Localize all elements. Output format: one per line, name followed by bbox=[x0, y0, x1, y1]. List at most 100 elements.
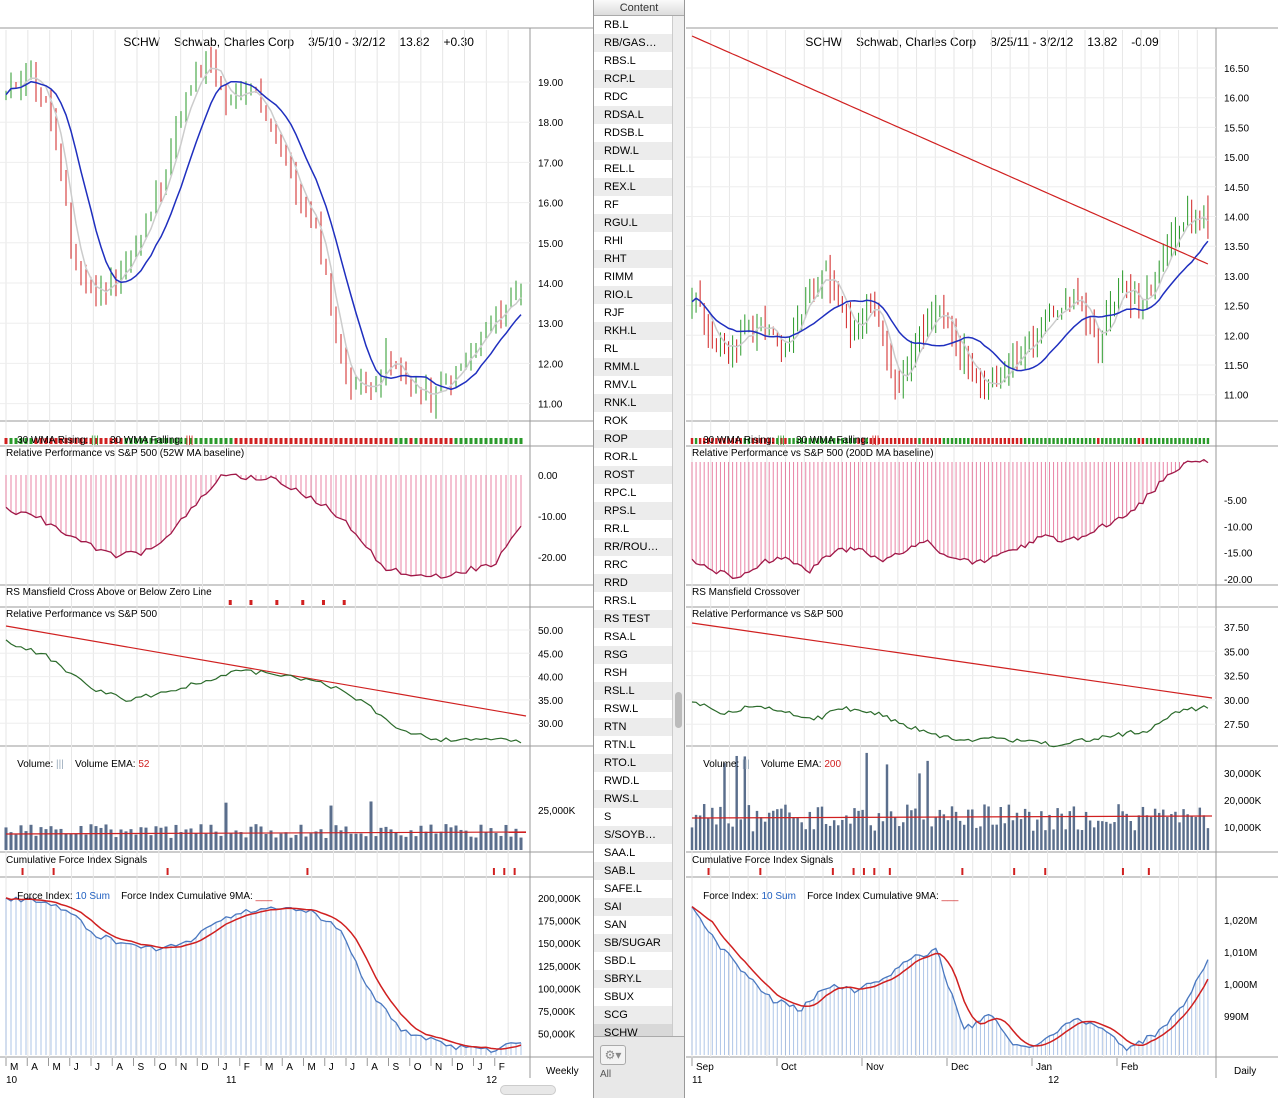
symbol-item[interactable]: RWD.L bbox=[594, 772, 672, 790]
volume-bar bbox=[339, 830, 343, 850]
symbol-item[interactable]: SAI bbox=[594, 898, 672, 916]
mansfield-signal bbox=[301, 600, 305, 605]
volume-bar bbox=[184, 829, 188, 850]
symbol-item[interactable]: RDSB.L bbox=[594, 124, 672, 142]
symbol-item[interactable]: RSA.L bbox=[594, 628, 672, 646]
right-chart-canvas[interactable]: 16.50 16.00 15.50 15.00 14.50 14.00 13.50 13.00… bbox=[686, 0, 1278, 1098]
symbol-item[interactable]: S bbox=[594, 808, 672, 826]
volume-bar bbox=[489, 828, 493, 850]
rel-perf-tick: 32.50 bbox=[1224, 672, 1249, 683]
symbol-item[interactable]: RS TEST bbox=[594, 610, 672, 628]
sidebar-scrollbar[interactable] bbox=[672, 16, 684, 1036]
mansfield-signal bbox=[228, 600, 232, 605]
symbol-item[interactable]: RHT bbox=[594, 250, 672, 268]
price-tick-label: 14.50 bbox=[1224, 183, 1249, 194]
symbol-item[interactable]: RIO.L bbox=[594, 286, 672, 304]
month-label: Jan bbox=[1036, 1062, 1052, 1073]
month-label: F bbox=[244, 1062, 250, 1073]
symbol-item[interactable]: SAN bbox=[594, 916, 672, 934]
symbol-item[interactable]: RF bbox=[594, 196, 672, 214]
timeframe-label[interactable]: Daily bbox=[1234, 1066, 1257, 1077]
symbol-item[interactable]: RHI bbox=[594, 232, 672, 250]
symbol-item[interactable]: SB/SUGAR bbox=[594, 934, 672, 952]
symbol-item[interactable]: RBS.L bbox=[594, 52, 672, 70]
symbol-item[interactable]: SBRY.L bbox=[594, 970, 672, 988]
symbol-item[interactable]: RTN.L bbox=[594, 736, 672, 754]
symbol-item[interactable]: RSW.L bbox=[594, 700, 672, 718]
symbol-item[interactable]: REL.L bbox=[594, 160, 672, 178]
symbol-item[interactable]: REX.L bbox=[594, 178, 672, 196]
symbol-item[interactable]: SAFE.L bbox=[594, 880, 672, 898]
year-label: 11 bbox=[692, 1075, 703, 1086]
symbol-item[interactable]: RDW.L bbox=[594, 142, 672, 160]
symbol-item[interactable]: RPC.L bbox=[594, 484, 672, 502]
volume-bar bbox=[735, 755, 738, 850]
symbol-item[interactable]: RSL.L bbox=[594, 682, 672, 700]
symbol-item[interactable]: RRC bbox=[594, 556, 672, 574]
volume-bar bbox=[204, 833, 208, 850]
symbol-item[interactable]: SCHW bbox=[594, 1024, 672, 1036]
symbol-item[interactable]: RRD bbox=[594, 574, 672, 592]
symbol-item[interactable]: RSG bbox=[594, 646, 672, 664]
cfi-label: Cumulative Force Index Signals bbox=[6, 855, 148, 866]
volume-bar bbox=[1182, 809, 1185, 850]
sidebar-header[interactable]: Content bbox=[594, 0, 684, 16]
symbol-item[interactable]: SAB.L bbox=[594, 862, 672, 880]
month-label: J bbox=[223, 1062, 228, 1073]
volume-bar bbox=[723, 763, 726, 850]
symbol-item[interactable]: RWS.L bbox=[594, 790, 672, 808]
symbol-item[interactable]: RR/ROU… bbox=[594, 538, 672, 556]
symbol-item[interactable]: RIMM bbox=[594, 268, 672, 286]
horizontal-scrollbar[interactable] bbox=[500, 1085, 556, 1095]
symbol-item[interactable]: SAA.L bbox=[594, 844, 672, 862]
symbol-item[interactable]: RDSA.L bbox=[594, 106, 672, 124]
symbol-list[interactable]: RB.L RB/GAS… RBS.L RCP.L RDC RDSA.L RDSB.L RDW.… bbox=[594, 16, 672, 1036]
symbol-item[interactable]: ROR.L bbox=[594, 448, 672, 466]
volume-bar bbox=[479, 824, 483, 850]
gear-icon[interactable]: ⚙▾ bbox=[600, 1045, 626, 1065]
symbol-item[interactable]: RJF bbox=[594, 304, 672, 322]
content-sidebar: Content RB.L RB/GAS… RBS.L RCP.L RDC RDSA.L RD… bbox=[593, 0, 685, 1098]
force-index-label: Force Index: 10 Sum Force Index Cumulati… bbox=[17, 891, 273, 902]
symbol-item[interactable]: SBD.L bbox=[594, 952, 672, 970]
left-chart[interactable]: SCHW Schwab, Charles Corp 3/5/10 - 3/2/12 1… bbox=[0, 0, 593, 1098]
symbol-item[interactable]: RMV.L bbox=[594, 376, 672, 394]
symbol-item[interactable]: ROST bbox=[594, 466, 672, 484]
symbol-item[interactable]: RCP.L bbox=[594, 70, 672, 88]
volume-bar bbox=[747, 805, 751, 850]
symbol-item[interactable]: RRS.L bbox=[594, 592, 672, 610]
symbol-item[interactable]: RB.L bbox=[594, 16, 672, 34]
symbol-item[interactable]: RMM.L bbox=[594, 358, 672, 376]
symbol-item[interactable]: RB/GAS… bbox=[594, 34, 672, 52]
symbol-item[interactable]: RNK.L bbox=[594, 394, 672, 412]
volume-bar bbox=[812, 829, 816, 850]
symbol-item[interactable]: RGU.L bbox=[594, 214, 672, 232]
symbol-item[interactable]: RSH bbox=[594, 664, 672, 682]
volume-bar bbox=[967, 809, 970, 850]
right-chart[interactable]: SCHW Schwab, Charles Corp 8/25/11 - 3/2/12… bbox=[686, 0, 1278, 1098]
symbol-item[interactable]: RL bbox=[594, 340, 672, 358]
all-label[interactable]: All bbox=[600, 1069, 612, 1080]
symbol-item[interactable]: RTN bbox=[594, 718, 672, 736]
scroll-thumb[interactable] bbox=[675, 692, 682, 728]
symbol-item[interactable]: SCG bbox=[594, 1006, 672, 1024]
symbol-item[interactable]: S/SOYB… bbox=[594, 826, 672, 844]
symbol-item[interactable]: ROK bbox=[594, 412, 672, 430]
left-chart-canvas[interactable]: 19.00 18.00 17.00 16.00 15.00 14.00 13.00 12.00… bbox=[0, 0, 593, 1098]
rel-perf-ma bbox=[5, 625, 527, 717]
symbol-item[interactable]: RPS.L bbox=[594, 502, 672, 520]
timeframe-label[interactable]: Weekly bbox=[546, 1066, 579, 1077]
symbol-item[interactable]: RDC bbox=[594, 88, 672, 106]
symbol-item[interactable]: RR.L bbox=[594, 520, 672, 538]
volume-bar bbox=[1178, 822, 1181, 850]
volume-bar bbox=[1141, 806, 1145, 850]
volume-bar bbox=[938, 809, 942, 850]
volume-bar bbox=[1149, 816, 1153, 850]
symbol-item[interactable]: ROP bbox=[594, 430, 672, 448]
symbol-item[interactable]: RKH.L bbox=[594, 322, 672, 340]
volume-bar bbox=[743, 756, 747, 850]
volume-bar bbox=[254, 824, 258, 850]
symbol-item[interactable]: RTO.L bbox=[594, 754, 672, 772]
symbol-item[interactable]: SBUX bbox=[594, 988, 672, 1006]
volume-bar bbox=[349, 833, 353, 850]
